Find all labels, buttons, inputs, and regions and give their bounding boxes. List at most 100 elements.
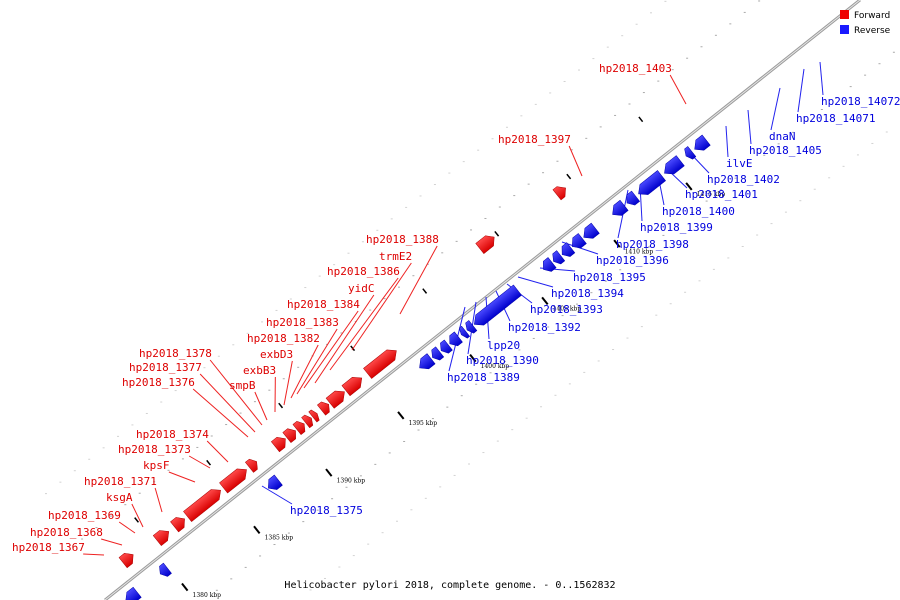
gene-arrow (308, 409, 320, 423)
guide-dot (397, 286, 400, 288)
leader-line (517, 276, 554, 288)
guide-dot (246, 332, 249, 334)
gene-feature-rev-1375 (268, 474, 283, 490)
leader-line (797, 68, 805, 113)
guide-dot (806, 120, 809, 122)
gene-label-fwd: hp2018_1378 (139, 347, 212, 360)
guide-dot (275, 309, 278, 311)
legend-reverse-swatch (840, 25, 849, 34)
guide-dot (892, 51, 895, 53)
leader-line (819, 61, 824, 96)
guide-dot (333, 264, 336, 266)
guide-dot (748, 166, 751, 168)
guide-dot (468, 463, 471, 465)
guide-dot (453, 474, 456, 476)
axis-tick-label: 1410 kbp (625, 248, 654, 255)
guide-dot (604, 280, 607, 282)
gene-feature-rev-m (583, 222, 600, 239)
gene-arrow (458, 325, 471, 339)
guide-dot (302, 521, 305, 523)
guide-dot (871, 142, 874, 144)
guide-dot (676, 223, 679, 225)
guide-dot (225, 424, 228, 426)
gene-label-fwd: hp2018_1376 (122, 376, 195, 389)
guide-dot (777, 143, 780, 145)
gene-feature-fwd-1403 (552, 186, 566, 201)
guide-dot (496, 440, 499, 442)
gene-feature-rev-p (638, 170, 666, 195)
guide-dot (590, 292, 593, 294)
gene-label-fwd: hp2018_1377 (129, 361, 202, 374)
gene-arrow (282, 428, 296, 444)
axis-tick (566, 173, 572, 180)
gene-arrow (431, 346, 445, 361)
guide-dot (367, 543, 370, 545)
guide-dot (138, 492, 141, 494)
gene-arrow (363, 349, 397, 379)
guide-dot (549, 92, 552, 94)
leader-line (118, 521, 136, 534)
gene-label-fwd: hp2018_1384 (287, 298, 360, 311)
gene-arrow (125, 586, 142, 600)
leader-line (314, 294, 375, 384)
guide-dot (714, 34, 717, 36)
guide-dot (657, 80, 660, 82)
guide-dot (585, 137, 588, 139)
gene-label-rev: ilvE (726, 157, 753, 170)
axis-tick (685, 182, 693, 191)
gene-label-rev: hp2018_14072 (821, 95, 900, 108)
axis-tick (253, 525, 261, 534)
axis-tick (469, 353, 477, 363)
guide-dot (729, 23, 732, 25)
guide-dot (88, 458, 91, 460)
gene-label-rev: hp2018_1402 (707, 173, 780, 186)
gene-label-fwd: hp2018_1383 (266, 316, 339, 329)
guide-dot (109, 515, 112, 517)
gene-arrow (664, 155, 685, 175)
gene-label-fwd: hp2018_1369 (48, 509, 121, 522)
guide-dot (325, 343, 328, 345)
guide-dot (758, 0, 761, 2)
guide-dot (419, 195, 422, 197)
guide-dot (95, 527, 98, 529)
gene-label-fwd: trmE2 (379, 250, 412, 263)
axis-tick-label: 1380 kbp (193, 592, 222, 599)
leader-line (283, 360, 293, 406)
gene-feature-rev-j (552, 250, 566, 265)
gene-feature-rev-d (440, 339, 453, 354)
guide-dot (374, 463, 377, 465)
guide-dot (215, 589, 218, 591)
gene-arrow (341, 377, 363, 397)
guide-dot (770, 223, 773, 225)
guide-dot (633, 257, 636, 259)
gene-label-fwd: smpB (229, 379, 256, 392)
guide-dot (664, 0, 667, 2)
guide-dot (520, 115, 523, 117)
guide-dot (864, 74, 867, 76)
guide-dot (577, 69, 580, 71)
gene-arrow (268, 474, 283, 490)
gene-arrow (301, 414, 314, 429)
guide-dot (316, 509, 319, 511)
gene-label-rev: hp2018_1400 (662, 205, 735, 218)
gene-label-rev: hp2018_1393 (530, 303, 603, 316)
guide-dot (878, 63, 881, 65)
guide-dot (763, 154, 766, 156)
guide-dot (318, 275, 321, 277)
guide-dot (482, 452, 485, 454)
gene-feature-fwd-f (270, 436, 286, 453)
gene-feature-fwd-b (170, 517, 185, 533)
guide-dot (323, 577, 326, 579)
gene-feature-fwd-c (183, 489, 221, 522)
gene-label-fwd: hp2018_1373 (118, 443, 191, 456)
guide-dot (650, 12, 653, 14)
gene-feature-fwd-e (245, 458, 258, 473)
gene-arrow (552, 186, 566, 201)
gene-feature-fwd-n (363, 349, 397, 379)
gene-label-rev: hp2018_1401 (685, 188, 758, 201)
guide-dot (153, 481, 156, 483)
guide-dot (542, 172, 545, 174)
guide-dot (81, 538, 84, 540)
guide-dot (570, 149, 573, 151)
gene-arrow (449, 331, 463, 347)
